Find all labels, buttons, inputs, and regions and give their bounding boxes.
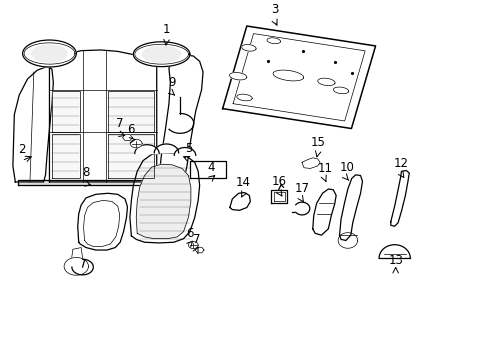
Polygon shape [130,153,199,243]
Text: 17: 17 [294,183,309,195]
Polygon shape [136,164,190,239]
Text: 6: 6 [127,123,135,136]
Polygon shape [71,248,82,260]
Polygon shape [333,87,348,94]
Polygon shape [338,233,357,248]
Text: 8: 8 [82,166,89,179]
Text: 5: 5 [184,141,192,154]
Polygon shape [241,45,256,51]
Polygon shape [122,135,132,141]
Text: 4: 4 [207,161,215,174]
Text: 13: 13 [387,254,402,267]
Ellipse shape [32,45,67,62]
Text: 7: 7 [116,117,123,130]
Ellipse shape [142,46,180,62]
Polygon shape [378,245,409,258]
Polygon shape [18,180,183,185]
Polygon shape [339,175,362,240]
Text: 3: 3 [270,3,278,16]
Text: 1: 1 [163,23,170,36]
Text: 12: 12 [393,157,408,170]
Text: 6: 6 [186,227,193,240]
Polygon shape [195,247,203,253]
Polygon shape [133,42,189,67]
Polygon shape [229,72,246,80]
Text: 15: 15 [309,136,325,149]
Text: 16: 16 [271,175,286,188]
Polygon shape [108,91,154,132]
Text: 14: 14 [236,176,250,189]
Polygon shape [266,38,280,44]
Polygon shape [108,134,154,178]
Polygon shape [312,189,335,235]
Polygon shape [157,55,203,182]
Polygon shape [229,193,250,210]
Polygon shape [13,67,53,182]
Text: 10: 10 [339,161,354,174]
Polygon shape [49,50,157,182]
Polygon shape [64,257,88,275]
Polygon shape [188,242,198,249]
Text: 9: 9 [168,76,176,89]
Polygon shape [189,161,225,178]
Polygon shape [272,70,303,81]
Polygon shape [154,144,178,153]
Polygon shape [271,190,287,203]
Polygon shape [22,40,76,67]
Polygon shape [222,26,375,129]
Text: 11: 11 [317,162,332,175]
Text: 2: 2 [18,143,25,156]
Polygon shape [135,145,159,154]
Polygon shape [78,193,127,250]
Polygon shape [52,134,80,178]
Polygon shape [302,158,320,168]
Text: 7: 7 [193,233,200,246]
Polygon shape [130,139,142,148]
Polygon shape [52,91,80,132]
Polygon shape [390,171,408,226]
Polygon shape [317,78,334,86]
Polygon shape [174,148,195,155]
Polygon shape [236,94,252,101]
